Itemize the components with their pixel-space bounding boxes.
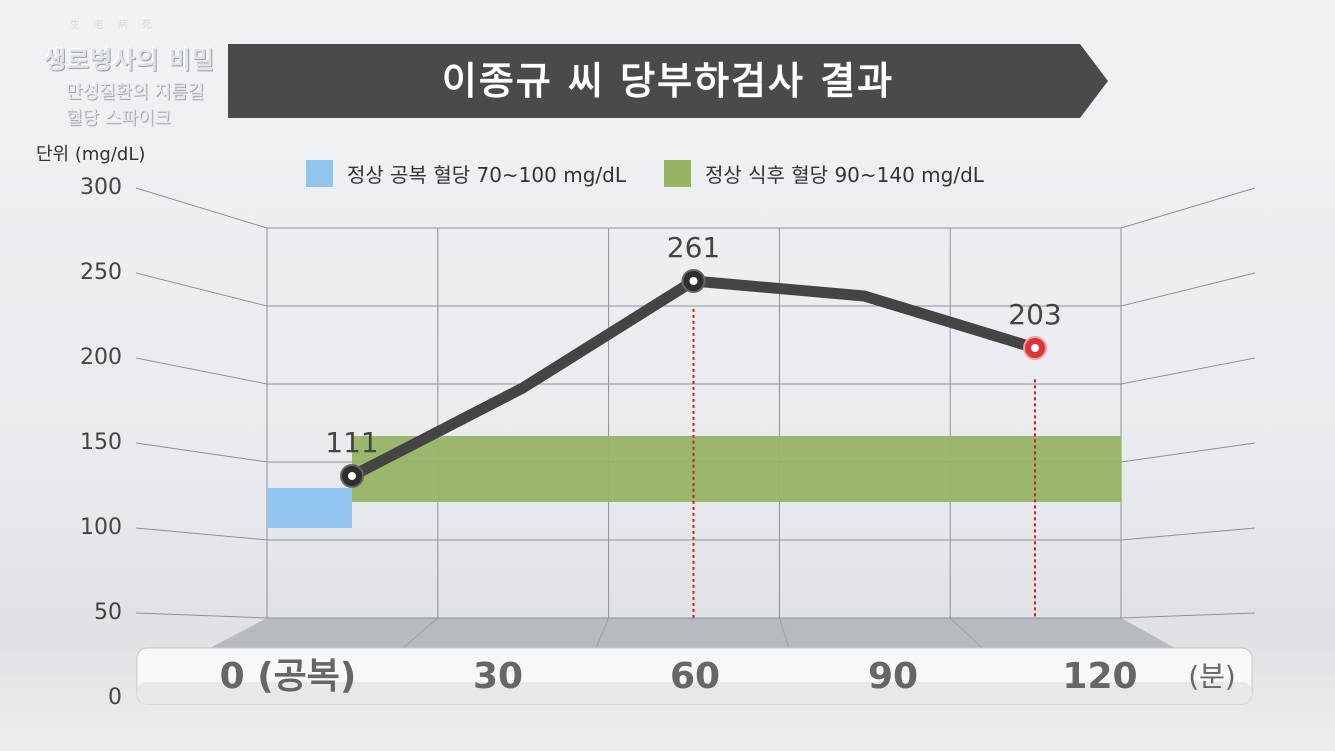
logo-title: 생로병사의 비밀 (44, 46, 215, 74)
y-tick-label: 50 (94, 600, 122, 625)
floor-gridline (778, 617, 790, 649)
perspective-line-left (135, 442, 268, 463)
x-tick-label: 120 (1062, 656, 1137, 697)
back-wall-frame (266, 227, 1122, 619)
y-unit-label: 단위 (mg/dL) (36, 144, 146, 165)
data-label: 261 (667, 231, 720, 264)
perspective-line-left (135, 527, 268, 541)
perspective-line-left (135, 357, 268, 385)
chart-title: 이종규 씨 당부하검사 결과 (441, 59, 895, 103)
y-tick-label: 300 (80, 175, 122, 200)
x-tick-label: 30 (473, 656, 523, 697)
title-banner: 이종규 씨 당부하검사 결과 (228, 44, 1108, 118)
legend-swatch-postmeal (663, 159, 691, 187)
perspective-line-left (135, 187, 268, 229)
legend-item-fasting: 정상 공복 혈당 70~100 mg/dL (306, 159, 626, 188)
perspective-line-right (1120, 272, 1256, 307)
legend-label-postmeal: 정상 식후 혈당 90~140 mg/dL (704, 162, 984, 187)
legend-swatch-fasting (306, 159, 333, 187)
data-label: 203 (1008, 298, 1061, 331)
legend-label-fasting: 정상 공복 혈당 70~100 mg/dL (347, 162, 626, 187)
perspective-line-left (135, 612, 268, 619)
data-point-center (689, 277, 698, 285)
program-logo: 生老病死 생로병사의 비밀 만성질환의 지름길 혈당 스파이크 (44, 16, 274, 136)
data-label: 111 (325, 426, 378, 459)
y-tick-label: 150 (80, 430, 122, 455)
perspective-line-right (1120, 442, 1256, 463)
perspective-line-right (1120, 187, 1256, 229)
floor-gridline (595, 617, 610, 649)
perspective-line-right (1120, 527, 1256, 541)
title-banner-shape (228, 44, 1108, 118)
perspective-line-right (1120, 357, 1256, 385)
y-tick-label: 250 (80, 260, 122, 285)
legend-item-postmeal: 정상 식후 혈당 90~140 mg/dL (663, 159, 984, 188)
x-tick-label: 90 (868, 656, 918, 697)
x-unit-label: (분) (1188, 660, 1236, 693)
x-axis-bar-shade (137, 682, 1252, 704)
legend: 정상 공복 혈당 70~100 mg/dL 정상 식후 혈당 90~140 mg… (306, 158, 1022, 188)
y-tick-label: 0 (108, 685, 122, 710)
band-postmeal (352, 436, 1121, 502)
chart-floor (210, 618, 1175, 648)
x-tick-label: 0 (공복) (220, 656, 357, 697)
episode-subtitle-2: 혈당 스파이크 (66, 108, 172, 129)
perspective-line-left (135, 272, 268, 307)
episode-subtitle-1: 만성질환의 지름길 (66, 82, 205, 103)
floor-gridline (949, 617, 983, 649)
perspective-line-right (1120, 612, 1256, 619)
logo-hanja: 生老病死 (70, 20, 166, 31)
data-point-center (348, 472, 356, 480)
floor-gridline (402, 617, 439, 649)
data-point-center (1031, 344, 1039, 352)
y-tick-label: 100 (80, 515, 122, 540)
x-tick-label: 60 (670, 656, 720, 697)
y-tick-label: 200 (80, 345, 122, 370)
band-fasting (267, 488, 352, 528)
